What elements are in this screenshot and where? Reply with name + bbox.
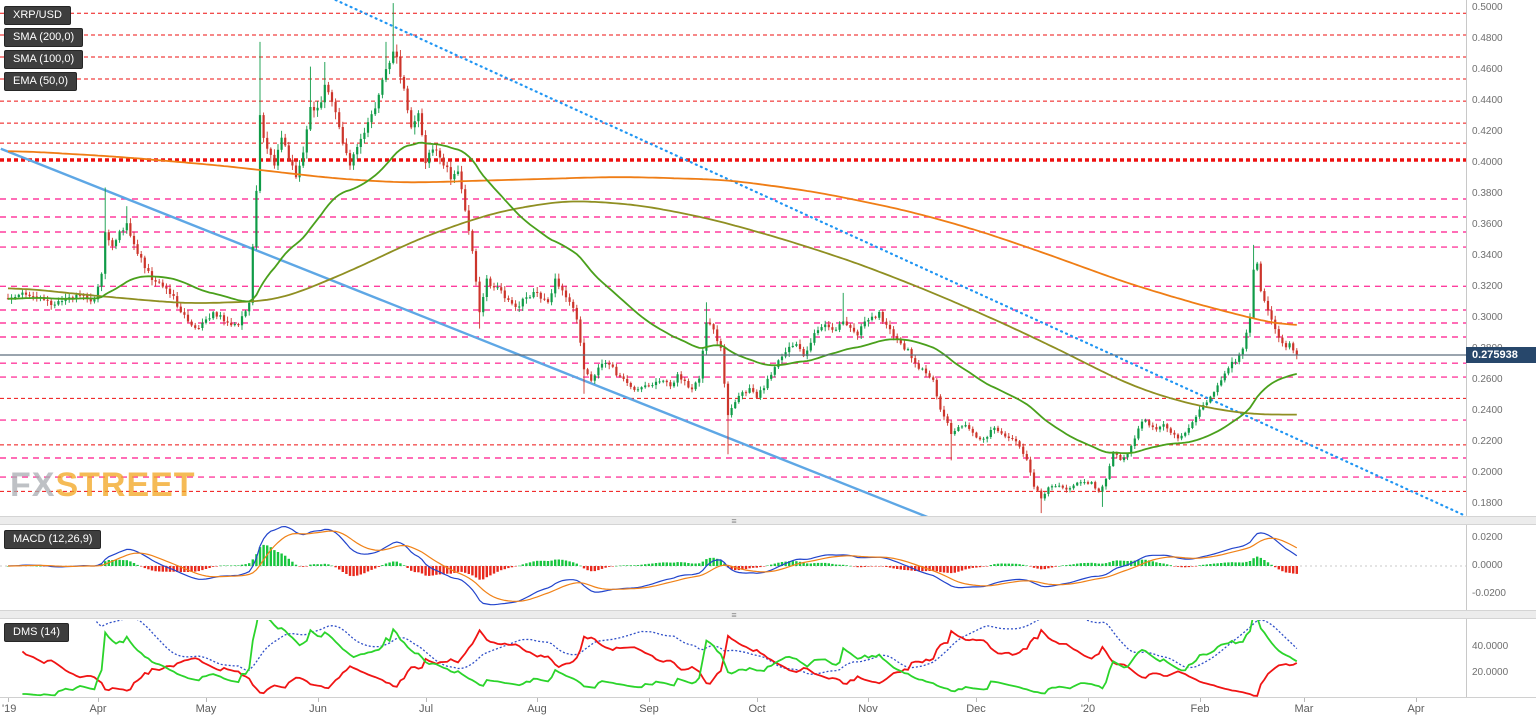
fxstreet-logo-fx: FX bbox=[10, 466, 56, 504]
time-axis-label: Aug bbox=[527, 703, 547, 715]
dms-axis-label: 40.0000 bbox=[1472, 641, 1509, 652]
price-axis-label: 0.2000 bbox=[1472, 467, 1503, 478]
macd-badge[interactable]: MACD (12,26,9) bbox=[4, 530, 102, 549]
symbol-badge[interactable]: XRP/USD bbox=[4, 6, 71, 25]
time-axis-tick bbox=[757, 698, 758, 702]
macd-axis-label: 0.0000 bbox=[1472, 560, 1503, 571]
time-axis-label: Feb bbox=[1190, 703, 1210, 715]
macd-indicator bbox=[0, 526, 1466, 606]
price-axis-label: 0.4800 bbox=[1472, 33, 1503, 44]
price-axis-label: 0.2600 bbox=[1472, 374, 1503, 385]
trendlines[interactable] bbox=[0, 0, 1466, 519]
time-axis-tick bbox=[426, 698, 427, 702]
price-axis-label: 0.5000 bbox=[1472, 2, 1503, 13]
fxstreet-watermark: FXSTREET bbox=[10, 466, 196, 505]
time-axis-tick bbox=[537, 698, 538, 702]
dms-axis-label: 20.0000 bbox=[1472, 667, 1509, 678]
time-axis-tick bbox=[1304, 698, 1305, 702]
fxstreet-logo-street: STREET bbox=[55, 466, 196, 504]
time-axis-tick bbox=[206, 698, 207, 702]
price-axis-label: 0.3000 bbox=[1472, 312, 1503, 323]
time-axis-label: '20 bbox=[1080, 703, 1096, 715]
time-axis-label: Jun bbox=[309, 703, 327, 715]
time-axis-label: Nov bbox=[858, 703, 878, 715]
time-axis-tick bbox=[98, 698, 99, 702]
sma200-badge[interactable]: SMA (200,0) bbox=[4, 28, 84, 47]
price-axis-label: 0.1800 bbox=[1472, 498, 1503, 509]
price-axis-label: 0.3600 bbox=[1472, 219, 1503, 230]
price-axis-label: 0.3800 bbox=[1472, 188, 1503, 199]
dms-badge[interactable]: DMS (14) bbox=[4, 623, 70, 642]
time-axis-label: Apr bbox=[1407, 703, 1425, 715]
time-axis-tick bbox=[649, 698, 650, 702]
current-price-badge: 0.275938 bbox=[1466, 347, 1536, 363]
sma100-badge[interactable]: SMA (100,0) bbox=[4, 50, 84, 69]
time-axis-label: Oct bbox=[748, 703, 766, 715]
time-axis-label: Dec bbox=[966, 703, 986, 715]
time-axis-label: Apr bbox=[89, 703, 107, 715]
macd-axis-label: -0.0200 bbox=[1472, 588, 1506, 599]
time-axis-tick bbox=[976, 698, 977, 702]
price-axis-label: 0.4400 bbox=[1472, 95, 1503, 106]
price-axis-label: 0.3200 bbox=[1472, 281, 1503, 292]
time-axis-label: Mar bbox=[1294, 703, 1314, 715]
candles bbox=[6, 3, 1298, 514]
time-axis-label: May bbox=[195, 703, 217, 715]
support-resistance-levels bbox=[0, 12, 1466, 492]
time-axis-label: Jul bbox=[418, 703, 434, 715]
moving-averages bbox=[7, 141, 1297, 455]
price-axis-label: 0.4600 bbox=[1472, 64, 1503, 75]
drag-grip-icon: ≡ bbox=[731, 516, 737, 526]
time-axis-tick bbox=[1200, 698, 1201, 702]
time-axis-tick bbox=[1416, 698, 1417, 702]
panel-separator-macd[interactable]: ≡ bbox=[0, 516, 1536, 526]
time-axis-label: '19 bbox=[2, 703, 17, 715]
drag-grip-icon: ≡ bbox=[731, 610, 737, 620]
price-axis-label: 0.4200 bbox=[1472, 126, 1503, 137]
price-axis-label: 0.4000 bbox=[1472, 157, 1503, 168]
panel-separator-dms[interactable]: ≡ bbox=[0, 610, 1536, 620]
ema50-badge[interactable]: EMA (50,0) bbox=[4, 72, 78, 91]
time-axis[interactable]: '19 Apr May Jun Jul Aug Sep Oct Nov Dec '20 Feb Mar A… bbox=[0, 697, 1536, 719]
price-axis-label: 0.3400 bbox=[1472, 250, 1503, 261]
time-axis-tick bbox=[8, 698, 9, 702]
macd-axis-label: 0.0200 bbox=[1472, 532, 1503, 543]
price-axis-label: 0.2200 bbox=[1472, 436, 1503, 447]
price-axis-label: 0.2400 bbox=[1472, 405, 1503, 416]
dms-indicator bbox=[21, 620, 1298, 697]
time-axis-tick bbox=[868, 698, 869, 702]
time-axis-tick bbox=[318, 698, 319, 702]
time-axis-label: Sep bbox=[639, 703, 659, 715]
time-axis-tick bbox=[1088, 698, 1089, 702]
